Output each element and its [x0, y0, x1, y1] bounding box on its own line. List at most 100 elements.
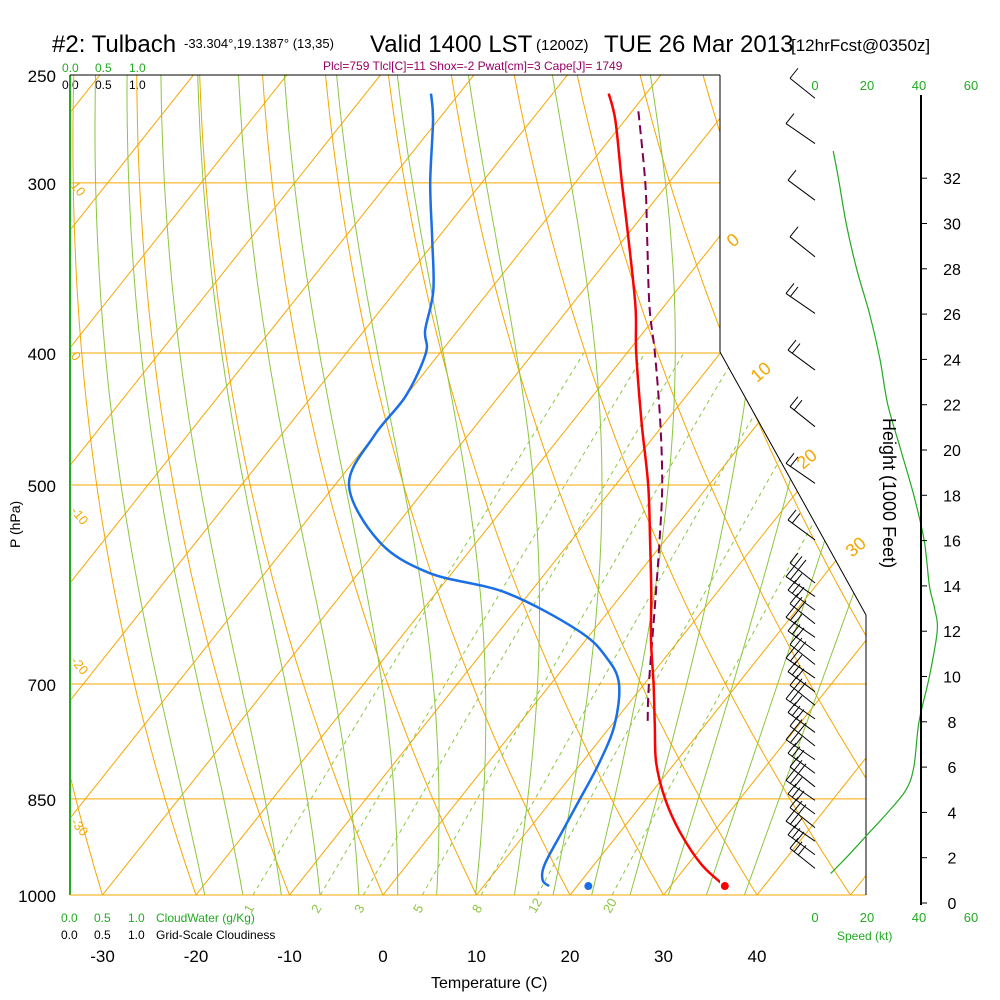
wind-barb — [789, 552, 816, 584]
isotherm-line — [70, 75, 206, 895]
isotherm-line — [663, 75, 866, 895]
surface-markers — [584, 882, 729, 891]
isotherm-label: 0 — [723, 229, 744, 251]
wind-barb-feather — [789, 456, 799, 468]
pressure-tick-label: 250 — [28, 67, 56, 86]
cloud-bottom-green-2: 1.0 — [128, 911, 145, 925]
pressure-tick-label: 400 — [28, 345, 56, 364]
height-tick-label: 20 — [943, 443, 961, 460]
height-tick-label: 8 — [948, 715, 957, 732]
wind-barb — [785, 647, 816, 679]
speed-axis-label: Speed (kt) — [837, 929, 892, 943]
dewpoint-trace — [347, 93, 621, 888]
dry-adiabat-line — [611, 75, 866, 895]
moist-adiabat-line — [532, 75, 603, 895]
mixing-ratio-line — [319, 352, 646, 895]
wind-barb-feather — [789, 651, 799, 662]
isotherm-line — [289, 75, 866, 895]
wind-barb-feather — [795, 790, 805, 802]
wind-barb-staff — [787, 179, 816, 201]
wind-barb — [785, 452, 816, 484]
cloud-bottom-black-0: 0.0 — [61, 928, 78, 942]
wind-barb-feather — [789, 396, 799, 407]
wind-barb-feather — [789, 67, 799, 79]
wind-barb — [789, 674, 816, 706]
isotherm-line — [70, 75, 299, 895]
wind-barb-staff — [785, 657, 816, 679]
pressure-tick-label: 500 — [28, 477, 56, 496]
wind-barb — [785, 770, 816, 801]
wind-barb-staff — [789, 766, 816, 788]
dry-adiabat-line — [72, 75, 207, 895]
wind-barb-feather — [793, 614, 803, 625]
isotherm-line — [70, 75, 580, 895]
wind-barb-feather — [795, 709, 805, 720]
moist-adiabat-line — [384, 75, 487, 895]
pressure-tick-label: 300 — [28, 175, 56, 194]
dry-adiabat-line — [197, 75, 397, 895]
wind-barb — [787, 339, 816, 371]
isotherm-line — [102, 75, 860, 895]
height-tick-label: 2 — [948, 851, 957, 868]
height-tick-label: 22 — [943, 398, 961, 415]
wind-barb-feather — [789, 674, 799, 686]
wind-barb-feather — [789, 610, 799, 622]
wind-barb-feather — [793, 695, 803, 707]
wind-barb-feather — [785, 647, 795, 659]
wind-barb-feather — [787, 661, 797, 672]
wind-barb-staff — [785, 698, 816, 720]
wind-barb — [787, 824, 816, 856]
dry-adiabat-line — [375, 75, 681, 895]
wind-barb-feather — [789, 773, 799, 785]
dry-adiabat-line — [847, 75, 866, 895]
height-axis-label: Height (1000 Feet) — [879, 418, 899, 568]
wind-barb-staff — [785, 739, 816, 761]
moist-adiabat-line — [621, 75, 763, 895]
wind-barb-feather — [791, 513, 801, 524]
wind-barb-staff — [789, 77, 816, 99]
wind-panel: 0 20 40 600 20 40 60 — [785, 67, 978, 925]
temperature-tick-label: -20 — [184, 947, 209, 966]
wind-barb-feather — [793, 399, 803, 411]
wind-barb-feather — [787, 509, 797, 521]
height-tick-label: 0 — [948, 896, 957, 913]
wind-barb — [789, 634, 816, 665]
mixing-ratio-label: 2 — [308, 902, 325, 916]
wind-barb-feather — [789, 226, 799, 238]
moist-adiabat-line — [658, 75, 866, 895]
pressure-axis-label: P (hPa) — [7, 501, 23, 548]
mixing-ratio-line — [611, 352, 866, 895]
wind-barb-feather — [793, 759, 803, 771]
wind-barb-staff — [785, 293, 816, 314]
wind-barb-feather — [795, 668, 805, 679]
moist-adiabat-line — [196, 75, 324, 895]
wind-barb-feather — [789, 692, 799, 703]
wind-barb-feather — [785, 452, 795, 464]
cloudiness-label: Grid-Scale Cloudiness — [156, 928, 275, 942]
moist-adiabat-line — [126, 75, 249, 895]
wind-barb-feather — [787, 620, 797, 632]
speed-tick-bottom: 60 — [964, 910, 978, 925]
wind-barb — [789, 226, 816, 258]
speed-tick-bottom: 40 — [912, 910, 926, 925]
height-tick-label: 6 — [948, 760, 957, 777]
dry-adiabat-label: -10 — [68, 504, 92, 528]
wind-barb-staff — [789, 807, 816, 828]
forecast-info: [12hrFcst@0350z] — [791, 36, 930, 55]
wind-barb — [787, 783, 816, 815]
speed-tick-bottom: 20 — [860, 910, 874, 925]
temperature-tick-label: 10 — [467, 947, 486, 966]
mixing-ratio-line — [252, 352, 585, 895]
height-tick-label: 28 — [943, 262, 961, 279]
wind-barb — [789, 838, 816, 869]
utc-time: (1200Z) — [536, 37, 589, 54]
wind-barb-staff — [789, 684, 816, 706]
wind-barb-staff — [789, 406, 816, 428]
moist-adiabat-line — [696, 75, 866, 895]
dry-adiabat-line — [70, 75, 112, 895]
cloud-bottom-black-1: 0.5 — [94, 928, 111, 942]
cloud-top-black-2: 1.0 — [129, 78, 146, 92]
wind-barb-feather — [795, 627, 805, 639]
temperature-tick-label: 40 — [748, 947, 767, 966]
